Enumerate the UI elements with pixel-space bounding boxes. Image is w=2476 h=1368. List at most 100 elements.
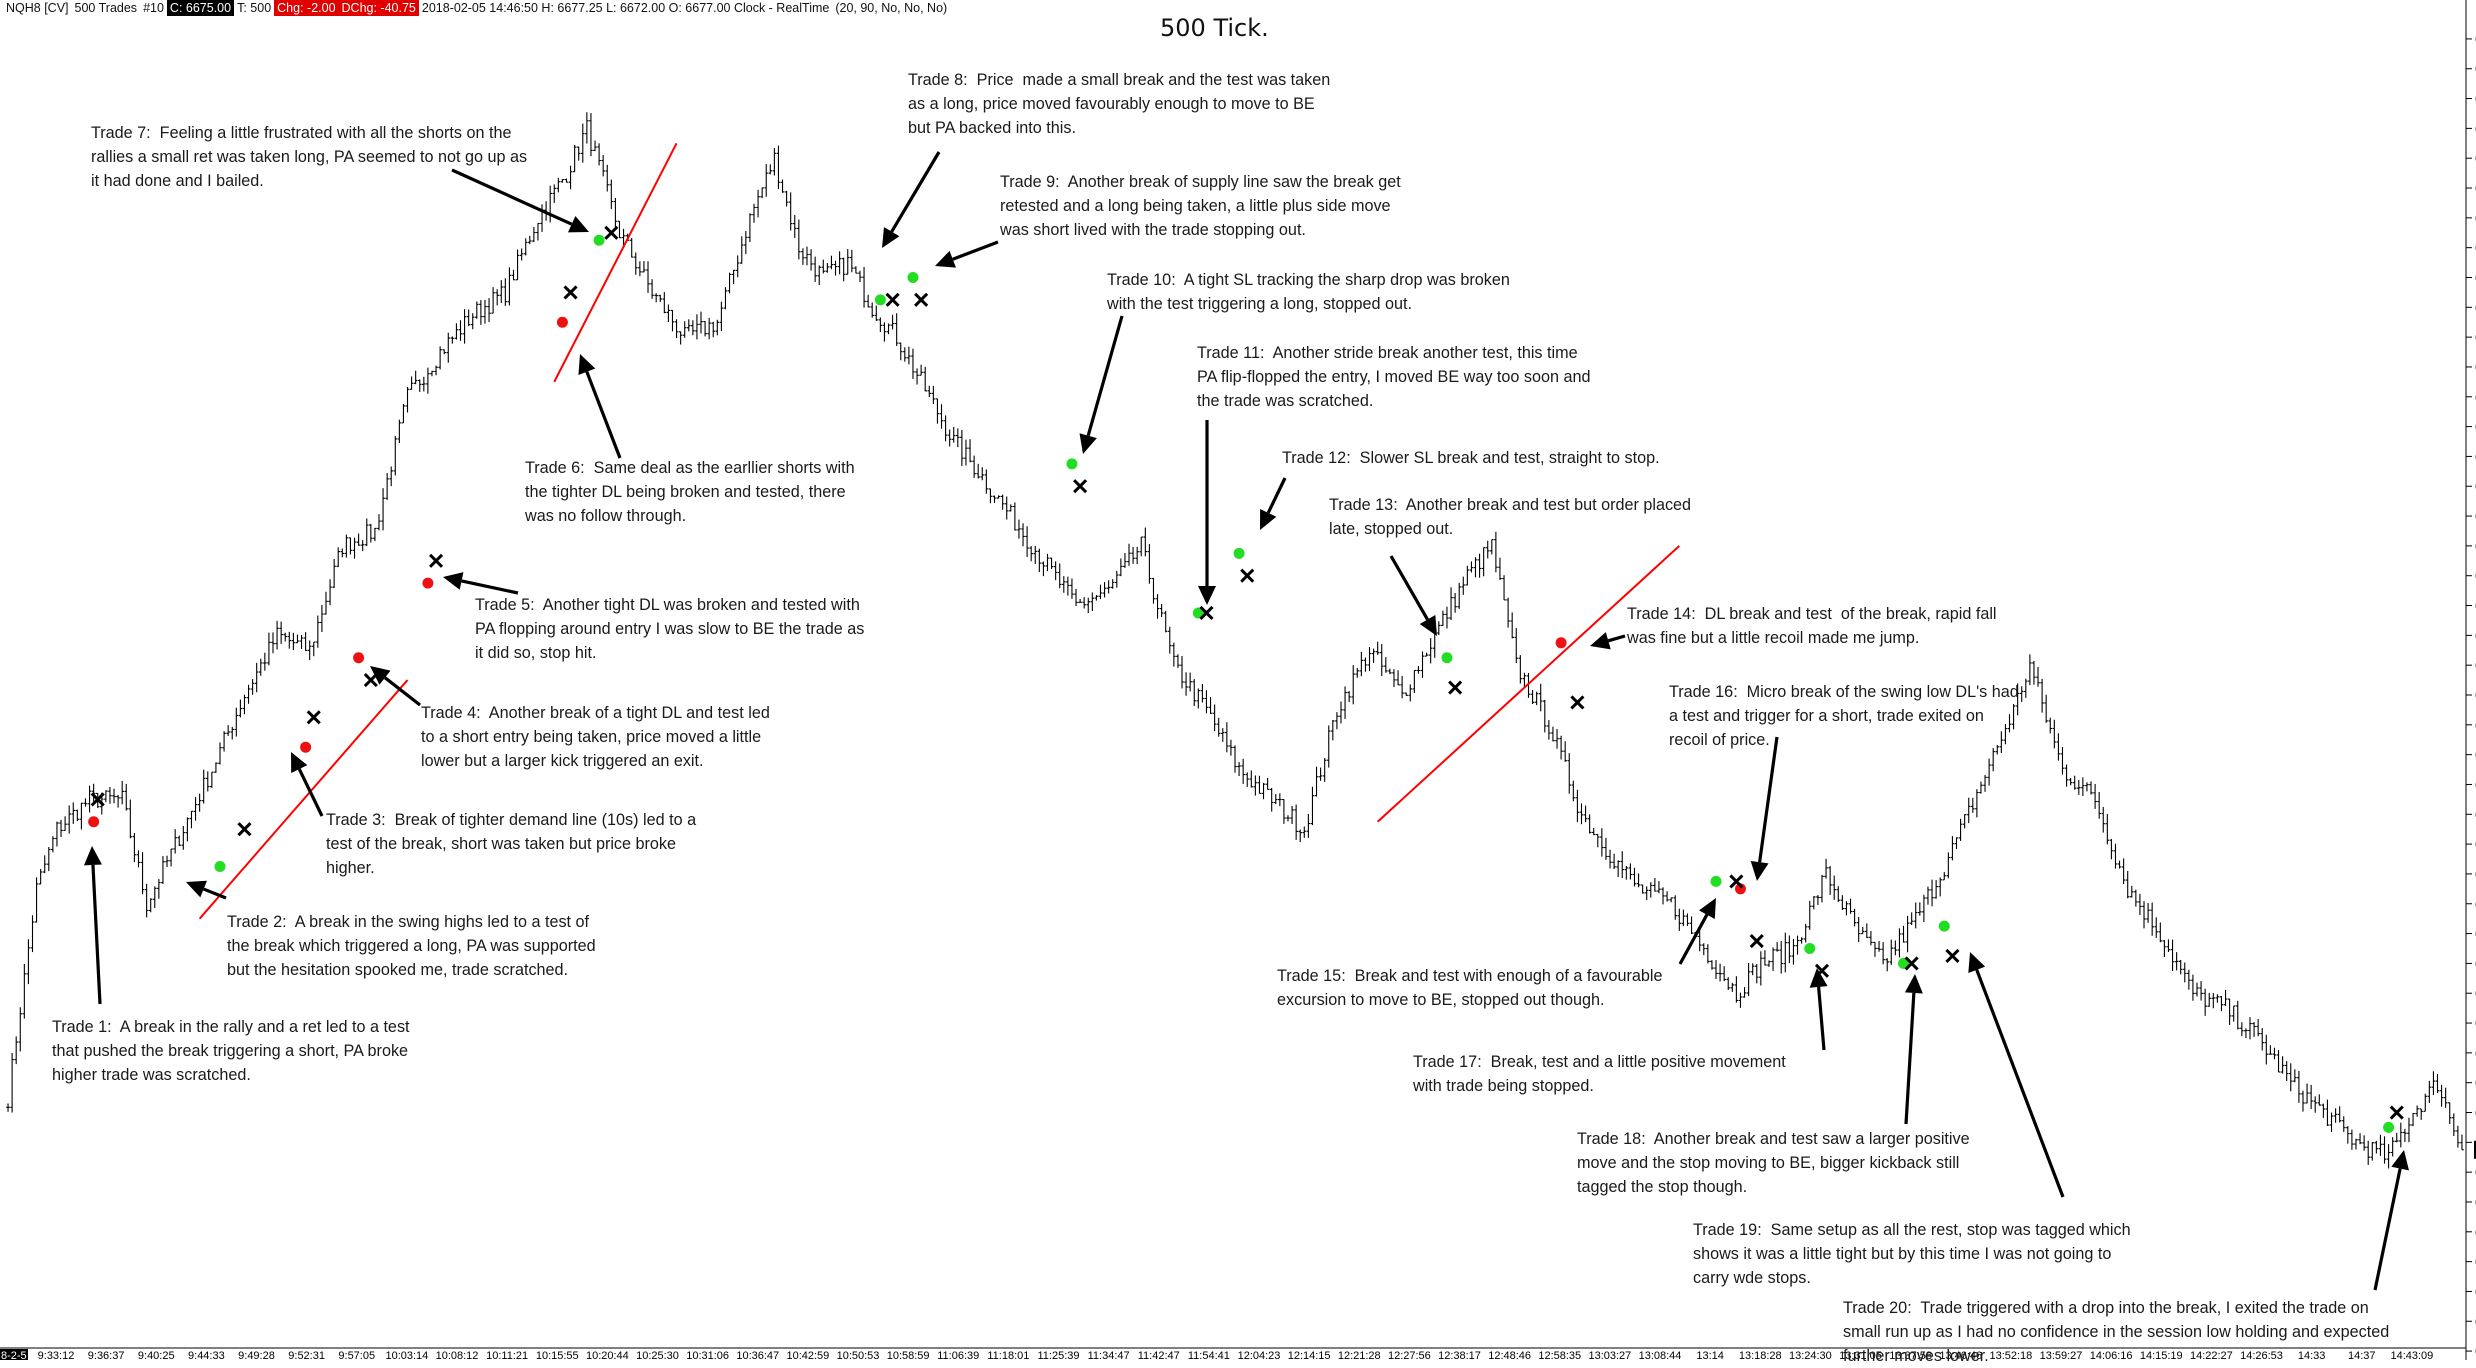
price-bar	[1983, 774, 1987, 792]
trendline	[553, 142, 678, 383]
price-bar	[2117, 860, 2122, 869]
price-bar	[1379, 644, 1384, 677]
time-tick-label: 10:08:12	[436, 1350, 479, 1360]
price-bar	[1518, 655, 1523, 684]
price-bar	[1901, 925, 1906, 943]
price-bar	[71, 802, 76, 824]
price-bar	[1640, 884, 1645, 894]
price-bar	[1123, 552, 1127, 568]
price-bar	[1131, 546, 1135, 564]
price-bar	[1367, 647, 1372, 672]
price-bar	[2301, 1090, 2305, 1112]
price-bar	[369, 523, 373, 543]
price-bar	[1049, 557, 1054, 570]
price-bar	[1098, 584, 1103, 600]
price-bar	[1151, 577, 1156, 604]
price-bar	[1490, 539, 1494, 555]
price-bar	[1412, 669, 1417, 694]
trendline	[198, 679, 409, 920]
price-bar	[878, 317, 883, 333]
price-bar	[1257, 775, 1262, 794]
price-bar	[275, 620, 279, 650]
price-bar	[2019, 686, 2024, 702]
price-bar	[299, 634, 304, 649]
price-bar	[332, 558, 336, 589]
price-bar	[1547, 720, 1551, 740]
time-tick-label: 9:33:12	[38, 1350, 75, 1360]
price-bar	[1551, 726, 1555, 742]
price-bar	[1127, 543, 1131, 566]
price-bar	[907, 346, 911, 365]
exit-marker-trade-4	[363, 673, 378, 688]
price-bar	[1575, 789, 1580, 823]
entry-marker-trade-17	[1804, 942, 1816, 954]
price-bar	[34, 877, 39, 923]
price-bar	[972, 455, 976, 478]
entry-marker-trade-14	[1555, 637, 1567, 649]
price-bar	[1697, 930, 1702, 952]
price-bar	[1343, 686, 1347, 720]
price-bar	[1840, 895, 1845, 911]
price-bar	[2325, 1099, 2330, 1126]
price-bar	[507, 267, 512, 306]
price-bar	[2240, 1022, 2244, 1037]
time-tick-label: 10:11:21	[486, 1350, 528, 1360]
price-bar	[964, 439, 968, 466]
time-tick-label: 9:36:37	[88, 1350, 125, 1360]
price-bar	[1852, 908, 1857, 927]
price-bar	[22, 963, 27, 1019]
price-bar	[1689, 916, 1694, 935]
price-bar	[1999, 731, 2004, 754]
price-bar	[1975, 789, 1979, 818]
price-bar	[2089, 781, 2093, 795]
annotation-trade-3: Trade 3: Break of tighter demand line (1…	[326, 811, 697, 877]
entry-marker-trade-6	[556, 316, 568, 328]
arrow	[1590, 632, 1626, 650]
price-bar	[1938, 877, 1942, 897]
time-axis[interactable]: 8-2-5 9:33:12 9:36:37 9:40:25 9:44:33 9:49:28…	[0, 1347, 2466, 1360]
exit-marker-trade-8	[885, 292, 900, 307]
price-bar	[364, 518, 369, 547]
annotation-trade-13: Trade 13: Another break and test but ord…	[1329, 496, 1692, 538]
price-bar	[1286, 815, 1290, 822]
price-bar	[735, 255, 740, 278]
price-bar	[234, 707, 239, 737]
annotation-trade-18: Trade 18: Another break and test saw a l…	[1577, 1130, 1970, 1196]
price-bar	[609, 179, 614, 210]
symbol-label: NQH8 [CV]	[6, 1, 69, 15]
bars-label: 500 Trades	[74, 1, 138, 15]
price-bar	[1587, 814, 1592, 834]
price-bar	[124, 783, 129, 811]
price-bar	[352, 537, 357, 559]
price-bar	[177, 835, 182, 846]
price-bar	[1913, 902, 1918, 929]
annotation-trade-12: Trade 12: Slower SL break and test, stra…	[1282, 449, 1660, 467]
price-bar	[1485, 540, 1490, 559]
price-bar	[165, 855, 169, 868]
price-bar	[1718, 963, 1722, 982]
price-bar	[320, 605, 324, 633]
price-bar	[1665, 891, 1669, 902]
price-bar	[898, 342, 903, 361]
price-bar	[373, 527, 377, 542]
exit-marker-trade-16	[1729, 874, 1744, 889]
price-bar	[2394, 1132, 2399, 1143]
price-bar	[30, 915, 35, 953]
price-bar	[2203, 988, 2207, 1016]
price-bar	[1029, 546, 1033, 562]
price-bar	[585, 112, 589, 144]
price-bar	[1082, 597, 1086, 609]
price-bar	[1530, 690, 1535, 705]
price-bar	[454, 323, 459, 340]
price-bar	[1143, 527, 1148, 557]
price-bar	[519, 248, 524, 261]
price-axis[interactable]: 6648.006652.006656.006660.006664.006668.…	[2465, 0, 2476, 1360]
price-bar	[2443, 1087, 2448, 1108]
price-bar	[1946, 852, 1951, 879]
price-bar	[409, 376, 414, 390]
price-bar	[1832, 875, 1837, 900]
price-bar	[1070, 578, 1074, 599]
price-bar	[279, 621, 283, 644]
price-bar	[157, 879, 161, 899]
